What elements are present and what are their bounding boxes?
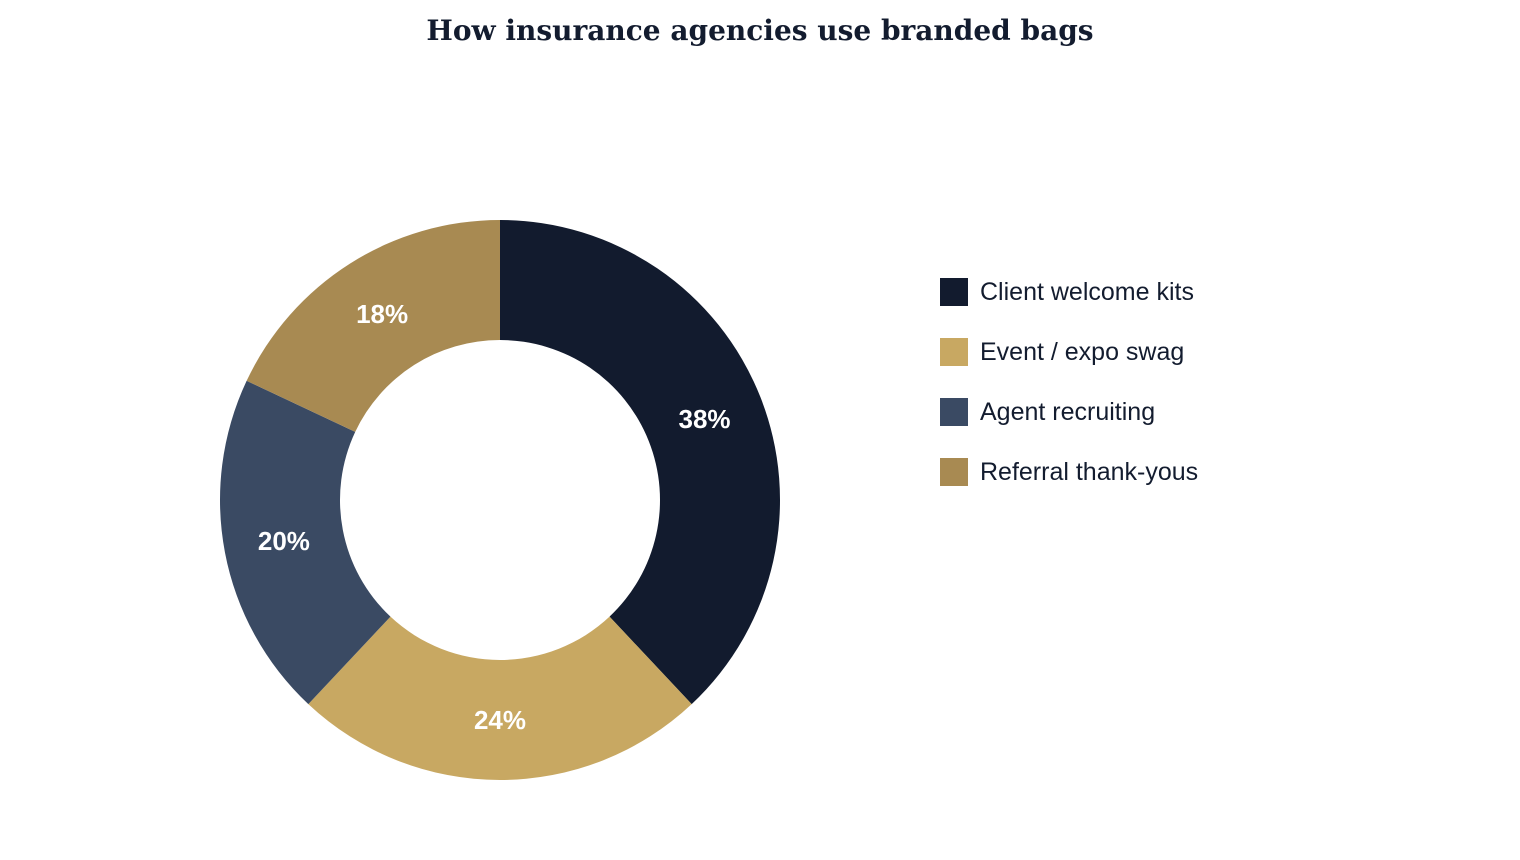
legend-swatch-agent-recruiting: [940, 398, 968, 426]
slice-label-event-expo-swag: 24%: [474, 705, 526, 735]
legend-swatch-referral-thank-yous: [940, 458, 968, 486]
legend-swatch-event-expo-swag: [940, 338, 968, 366]
legend-label-referral-thank-yous: Referral thank-yous: [980, 457, 1199, 486]
legend-item-client-welcome-kits: Client welcome kits: [940, 270, 1198, 314]
slice-label-agent-recruiting: 20%: [258, 526, 310, 556]
slice-label-referral-thank-yous: 18%: [356, 299, 408, 329]
legend: Client welcome kits Event / expo swag Ag…: [940, 270, 1198, 510]
legend-label-event-expo-swag: Event / expo swag: [980, 337, 1185, 366]
legend-swatch-client-welcome-kits: [940, 278, 968, 306]
slice-agent-recruiting: [220, 380, 391, 705]
slice-referral-thank-yous: [246, 220, 500, 432]
slice-client-welcome-kits: [500, 220, 781, 705]
legend-item-event-expo-swag: Event / expo swag: [940, 330, 1198, 374]
donut-chart: 38% 24% 20% 18%: [220, 220, 781, 780]
legend-label-client-welcome-kits: Client welcome kits: [980, 277, 1194, 306]
chart-title: How insurance agencies use branded bags: [426, 14, 1094, 47]
legend-label-agent-recruiting: Agent recruiting: [980, 397, 1156, 426]
legend-item-referral-thank-yous: Referral thank-yous: [940, 450, 1198, 494]
legend-item-agent-recruiting: Agent recruiting: [940, 390, 1198, 434]
slice-label-client-welcome-kits: 38%: [679, 404, 731, 434]
slice-event-expo-swag: [308, 616, 692, 780]
